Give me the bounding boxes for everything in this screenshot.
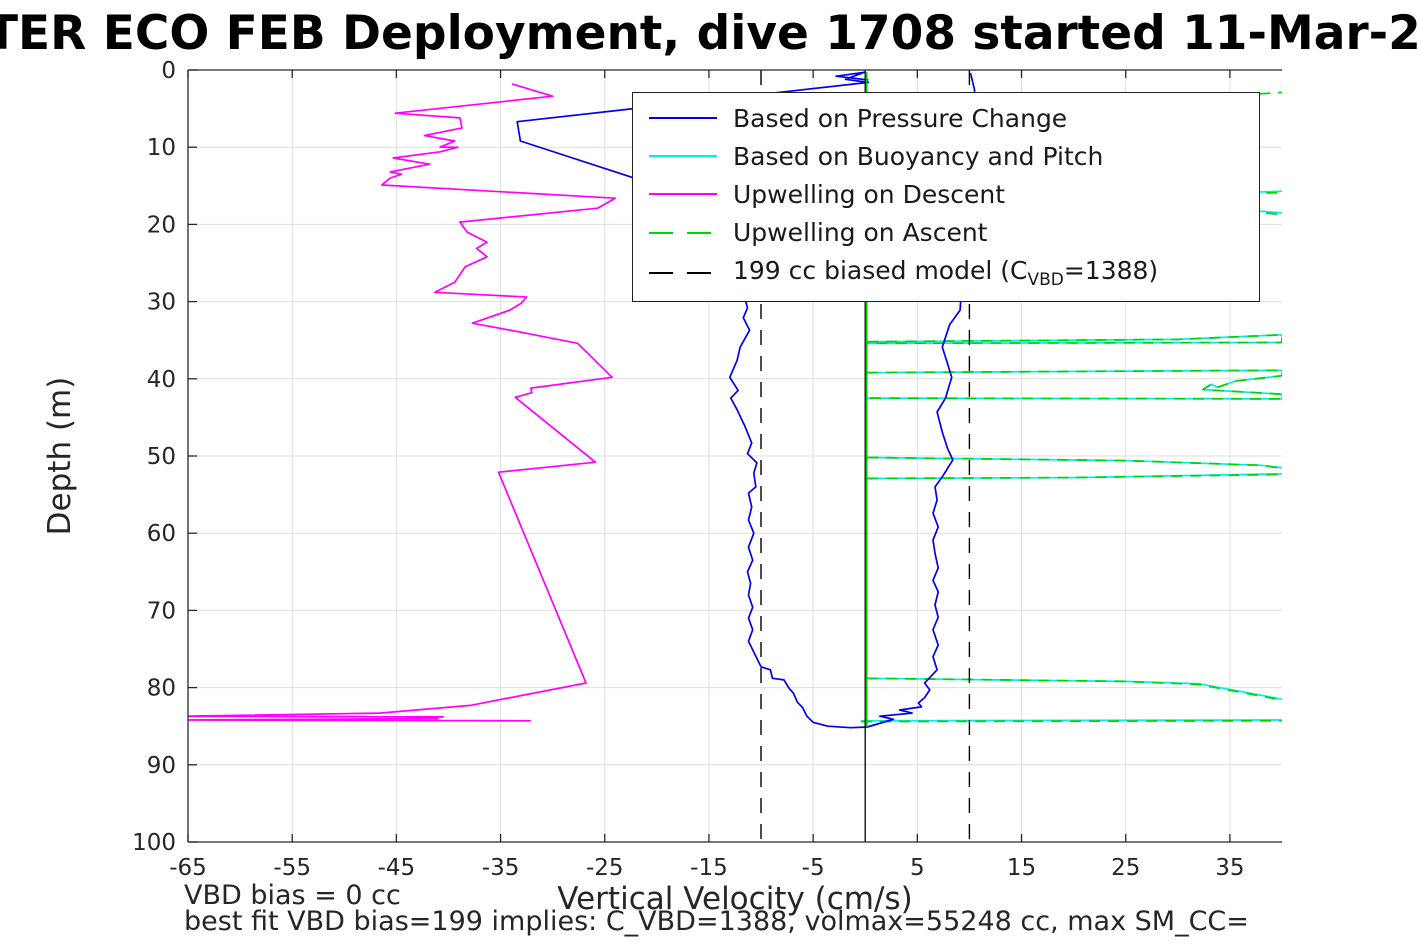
legend-line-sample-pressure xyxy=(649,117,717,120)
x-tick-label: 35 xyxy=(1215,855,1244,881)
legend-line-sample-biased-model xyxy=(649,272,717,275)
y-tick-label: 40 xyxy=(147,367,176,393)
x-tick-label: -55 xyxy=(273,855,311,881)
axes-box xyxy=(187,69,1282,843)
plot-title: TER ECO FEB Deployment, dive 1708 starte… xyxy=(0,6,1417,61)
tick-labels: -65 -55 -45 -35 -25 -15 -5 5 15 25 350102030405060… xyxy=(132,58,1244,881)
y-tick-label: 60 xyxy=(147,521,176,547)
legend-item-upwelling-ascent: Upwelling on Ascent xyxy=(647,218,1259,247)
legend-line-sample-upwelling-descent xyxy=(649,193,717,196)
series-ascent-top-dash xyxy=(1259,91,1282,95)
y-tick-label: 80 xyxy=(147,676,176,702)
legend-line-sample-upwelling-ascent xyxy=(649,231,717,234)
x-axis-label: Vertical Velocity (cm/s) xyxy=(557,881,913,917)
legend-item-biased-model: 199 cc biased model (CVBD=1388) xyxy=(647,256,1259,290)
y-tick-label: 70 xyxy=(147,598,176,624)
series-upwelling-descent xyxy=(188,83,617,722)
series-ascent-spike-3 xyxy=(867,456,1282,470)
annotation-vbd-bias: VBD bias = 0 cc xyxy=(184,880,401,911)
series-ascent-spike-1 xyxy=(867,333,1282,345)
series-ascent-spike-2 xyxy=(867,369,1282,400)
x-tick-label: 5 xyxy=(910,855,925,881)
y-axis-label: Depth (m) xyxy=(42,376,78,536)
series-buoyancy-spike-2 xyxy=(867,369,1282,400)
legend-label-buoyancy: Based on Buoyancy and Pitch xyxy=(733,141,1104,171)
series-ascent-spike-6 xyxy=(861,719,1282,723)
annotation-best-fit: best fit VBD bias=199 implies: C_VBD=138… xyxy=(184,906,1249,937)
legend-item-pressure: Based on Pressure Change xyxy=(647,104,1259,133)
legend-item-buoyancy: Based on Buoyancy and Pitch xyxy=(647,142,1259,171)
y-tick-label: 100 xyxy=(132,830,176,856)
legend-label-upwelling-descent: Upwelling on Descent xyxy=(733,179,1006,209)
y-tick-label: 20 xyxy=(147,212,176,238)
legend-label-biased-model: 199 cc biased model (CVBD=1388) xyxy=(733,256,1159,291)
x-tick-label: -65 xyxy=(169,855,207,881)
legend-label-upwelling-ascent: Upwelling on Ascent xyxy=(733,218,988,248)
y-tick-label: 0 xyxy=(161,58,176,84)
x-tick-label: 15 xyxy=(1007,855,1036,881)
legend-item-upwelling-descent: Upwelling on Descent xyxy=(647,180,1259,209)
y-tick-label: 10 xyxy=(147,135,176,161)
y-tick-label: 90 xyxy=(147,753,176,779)
x-tick-label: -35 xyxy=(482,855,520,881)
series-ascent-spike-4 xyxy=(867,473,1282,480)
x-tick-label: -5 xyxy=(802,855,825,881)
legend-line-sample-buoyancy xyxy=(649,155,717,158)
y-tick-label: 50 xyxy=(147,444,176,470)
series-pressure xyxy=(516,71,976,729)
x-tick-label: 25 xyxy=(1111,855,1140,881)
y-tick-label: 30 xyxy=(147,290,176,316)
x-tick-label: -25 xyxy=(586,855,624,881)
legend-box: Based on Pressure Change Based on Buoyanc… xyxy=(632,92,1260,302)
legend-label-pressure: Based on Pressure Change xyxy=(733,103,1068,133)
x-tick-label: -15 xyxy=(690,855,728,881)
x-tick-label: -45 xyxy=(378,855,416,881)
series-ascent-spike-5 xyxy=(867,677,1282,701)
